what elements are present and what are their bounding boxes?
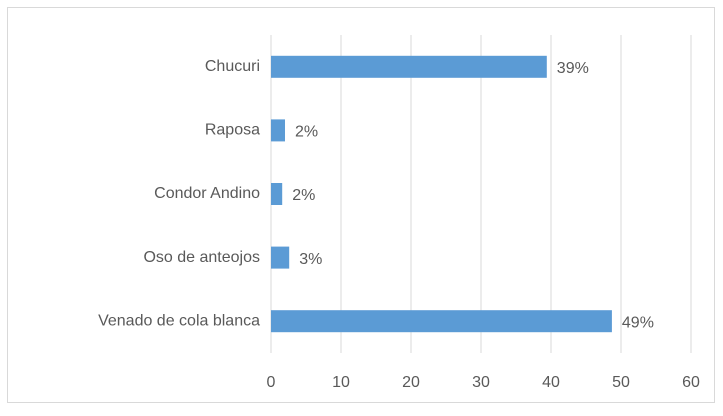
x-tick-label: 30 (472, 374, 490, 391)
bar (271, 310, 612, 333)
x-tick-label: 10 (332, 374, 350, 391)
bar (271, 183, 283, 205)
y-tick-label: Chucuri (205, 58, 260, 75)
data-label: 39% (557, 60, 589, 77)
y-tick-label: Raposa (205, 122, 260, 139)
data-label: 2% (295, 124, 318, 141)
x-tick-label: 50 (612, 374, 630, 391)
x-tick-label: 20 (402, 374, 420, 391)
y-tick-label: Venado de cola blanca (98, 312, 260, 329)
x-tick-label: 40 (542, 374, 560, 391)
x-tick-label: 60 (682, 374, 700, 391)
x-tick-label: 0 (267, 374, 276, 391)
bar (271, 119, 285, 142)
bar (271, 55, 547, 78)
data-label: 49% (622, 314, 654, 331)
data-label: 3% (299, 251, 322, 268)
data-label: 2% (292, 187, 315, 204)
y-tick-label: Oso de anteojos (143, 249, 260, 266)
y-tick-label: Condor Andino (154, 185, 260, 202)
bar (271, 246, 290, 269)
